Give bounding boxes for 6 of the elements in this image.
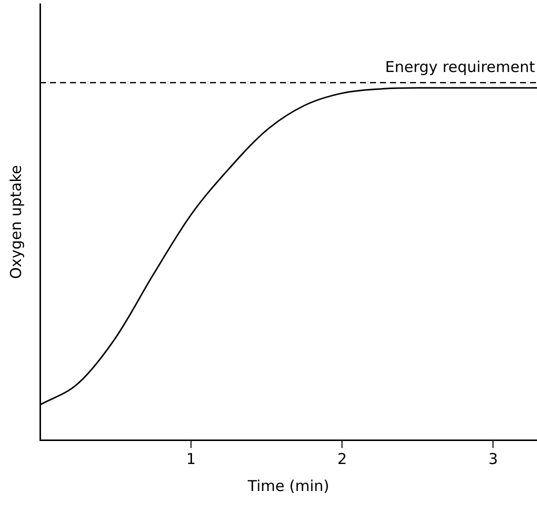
y-axis-title: Oxygen uptake <box>6 164 25 280</box>
x-tick-label: 2 <box>337 450 347 468</box>
x-tick-label: 3 <box>488 450 498 468</box>
ref-line-label: Energy requirement <box>385 58 536 76</box>
x-tick-label: 1 <box>186 450 196 468</box>
x-axis-title: Time (min) <box>246 476 330 495</box>
